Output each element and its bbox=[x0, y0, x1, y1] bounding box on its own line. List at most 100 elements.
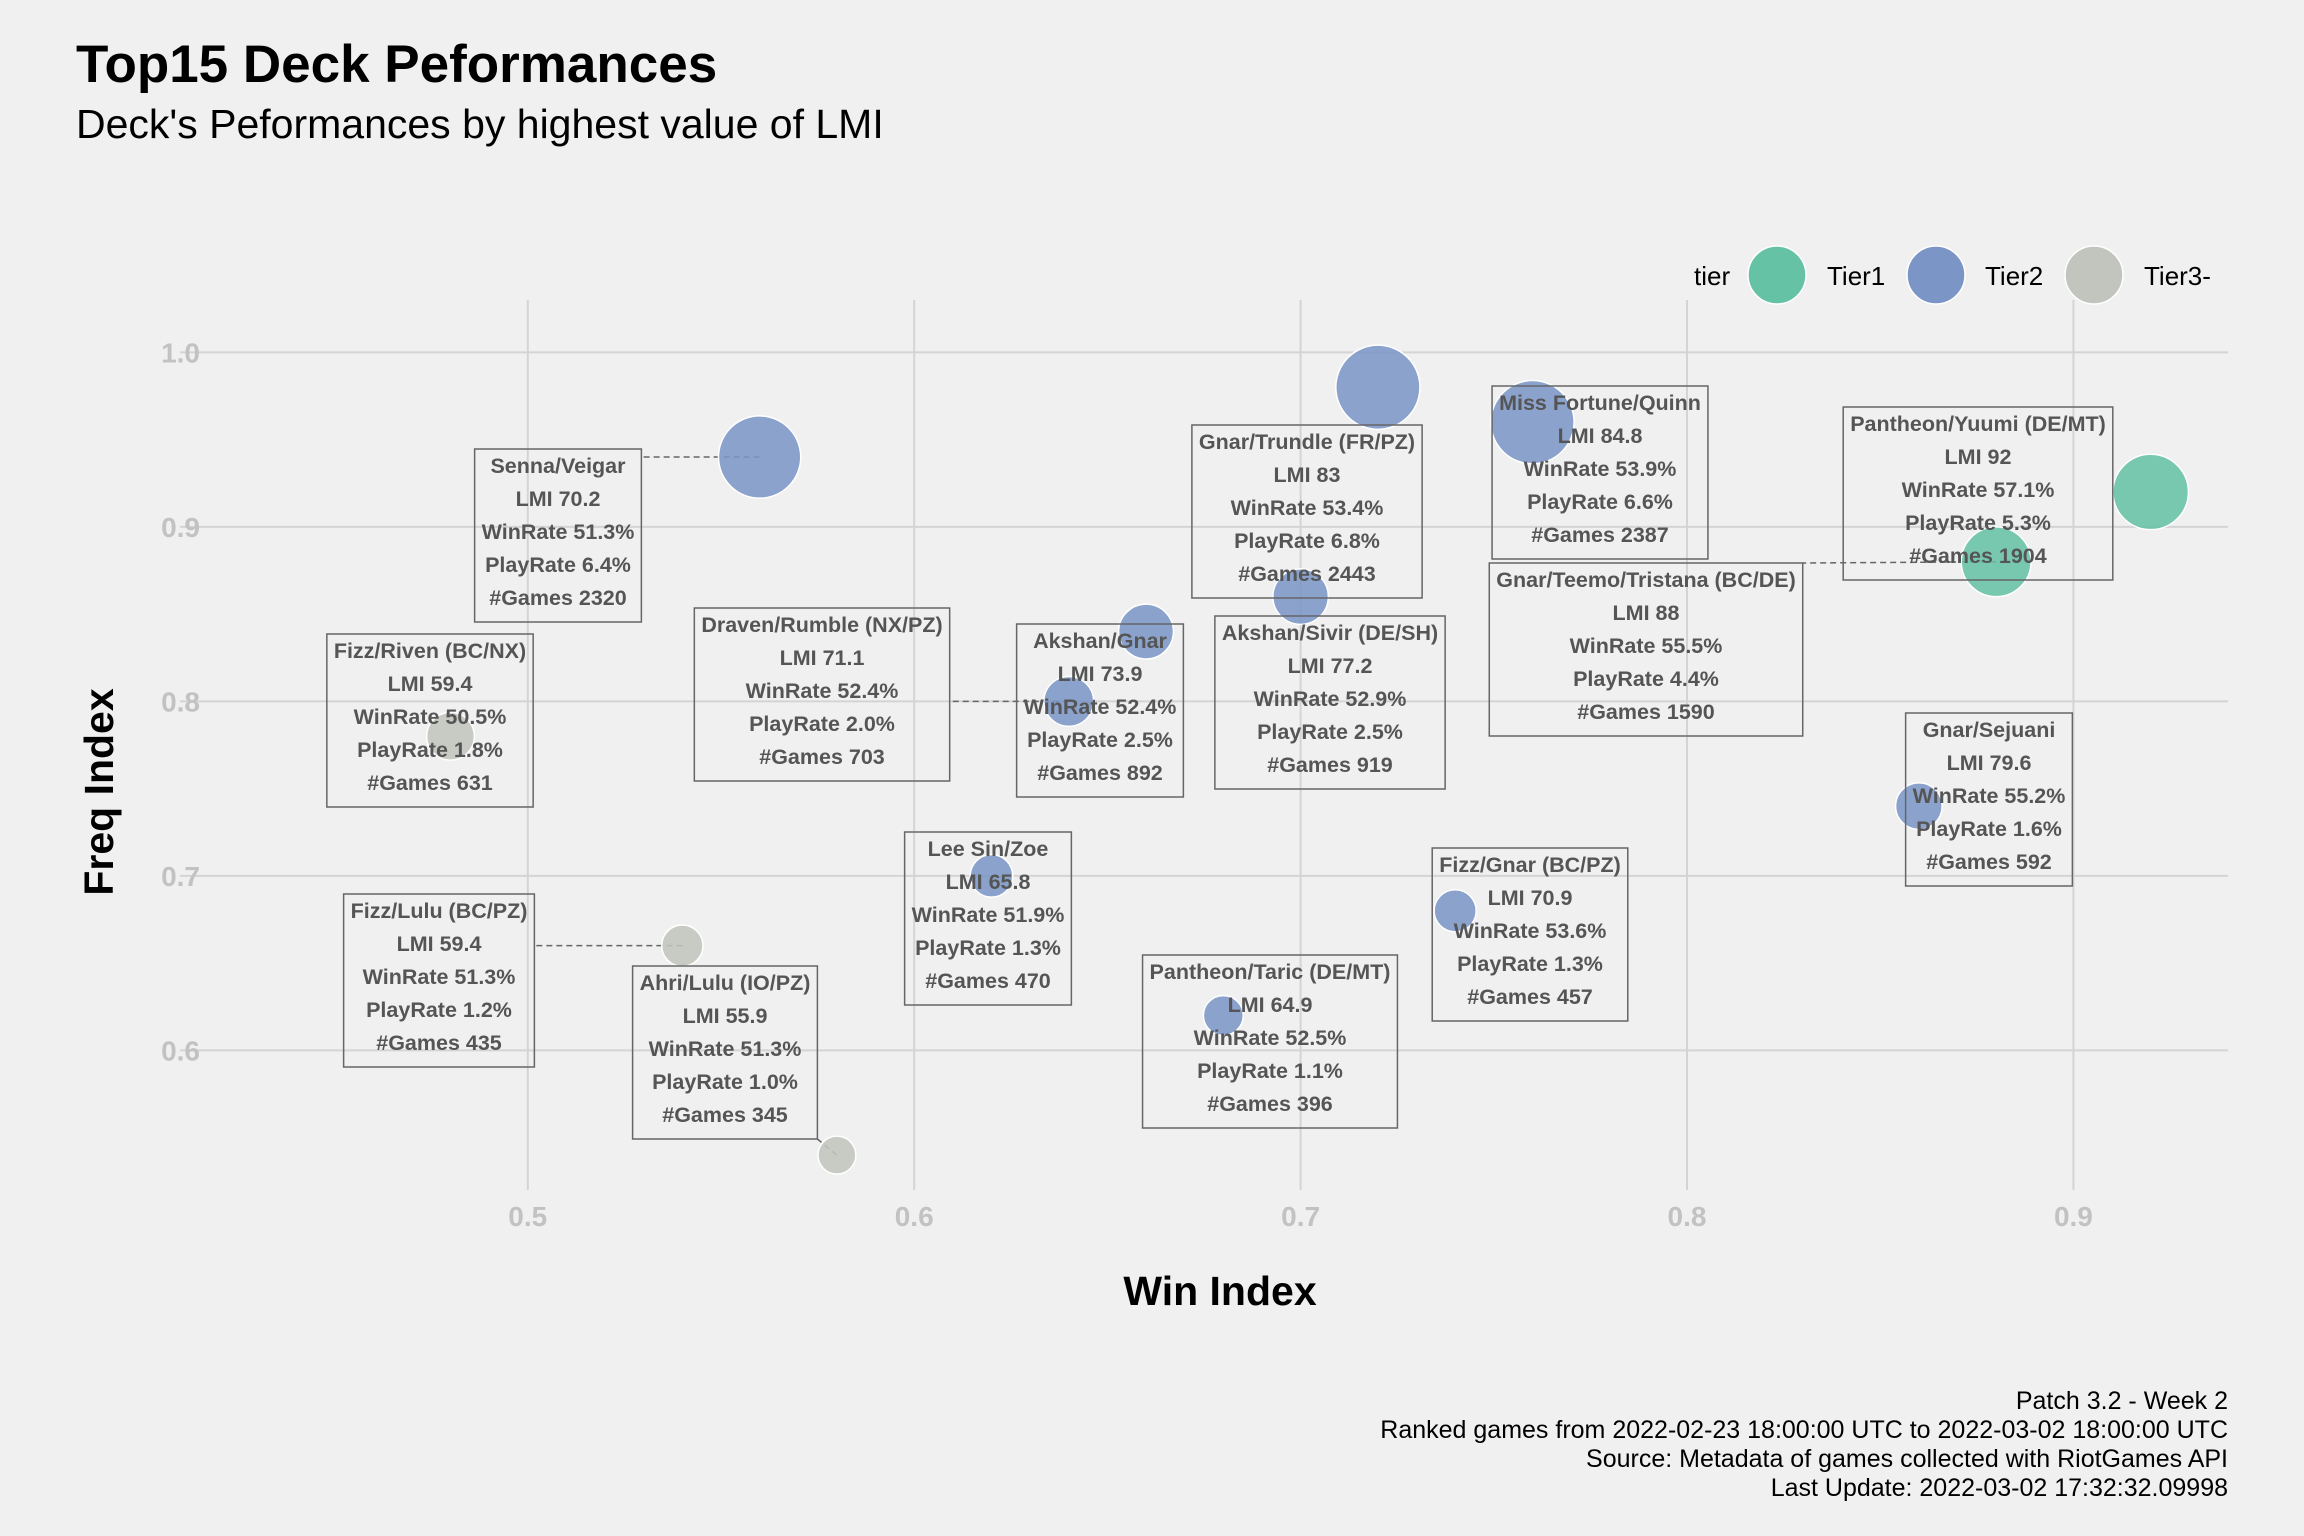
deck-stat: PlayRate 1.1% bbox=[1197, 1059, 1343, 1083]
deck-stat: PlayRate 1.8% bbox=[357, 738, 503, 762]
data-points bbox=[425, 344, 2190, 1175]
deck-stat: LMI 59.4 bbox=[397, 932, 482, 956]
deck-stat: LMI 64.9 bbox=[1228, 993, 1313, 1017]
deck-stat: WinRate 51.3% bbox=[482, 520, 635, 544]
deck-point bbox=[425, 711, 476, 761]
legend-label-tier2: Tier2 bbox=[1985, 261, 2043, 291]
deck-stat: WinRate 52.4% bbox=[746, 679, 899, 703]
deck-label: Gnar/Trundle (FR/PZ) LMI 83 WinRate 53.4% P… bbox=[1191, 424, 1423, 599]
deck-stat: LMI 88 bbox=[1613, 601, 1680, 625]
deck-point bbox=[1894, 782, 1943, 831]
deck-stat: LMI 59.4 bbox=[388, 672, 473, 696]
deck-stat: LMI 92 bbox=[1945, 445, 2012, 469]
legend-label-tier3: Tier3- bbox=[2144, 261, 2211, 291]
label-box bbox=[1842, 406, 2114, 581]
deck-stat: PlayRate 6.4% bbox=[485, 553, 631, 577]
deck-stat: LMI 71.1 bbox=[780, 646, 865, 670]
deck-point bbox=[1043, 675, 1095, 728]
deck-stat: PlayRate 2.5% bbox=[1257, 720, 1403, 744]
deck-stat: #Games 919 bbox=[1267, 753, 1393, 777]
deck-stat: WinRate 50.5% bbox=[354, 705, 507, 729]
deck-stat: #Games 1904 bbox=[1909, 544, 2047, 568]
deck-stat: PlayRate 1.2% bbox=[366, 998, 512, 1022]
label-box bbox=[903, 831, 1073, 1006]
chart-subtitle: Deck's Peformances by highest value of L… bbox=[76, 101, 884, 147]
caption: Patch 3.2 - Week 2 Ranked games from 202… bbox=[1380, 1387, 2228, 1502]
deck-stat: #Games 457 bbox=[1467, 985, 1593, 1009]
deck-label: Senna/Veigar LMI 70.2 WinRate 51.3% PlayRat… bbox=[473, 448, 643, 623]
deck-stat: WinRate 52.9% bbox=[1254, 687, 1407, 711]
deck-label: Fizz/Riven (BC/NX) LMI 59.4 WinRate 50.5% P… bbox=[326, 633, 534, 808]
grid-lines bbox=[180, 300, 2228, 1190]
legend-swatch-tier1 bbox=[1747, 245, 1807, 305]
deck-label: Akshan/Sivir (DE/SH) LMI 77.2 WinRate 52.9… bbox=[1214, 615, 1446, 790]
label-box bbox=[1491, 385, 1709, 560]
deck-stat: LMI 73.9 bbox=[1058, 662, 1143, 686]
label-box bbox=[1015, 623, 1185, 798]
deck-stat: #Games 396 bbox=[1207, 1092, 1333, 1116]
deck-point bbox=[2112, 453, 2190, 531]
deck-stat: #Games 892 bbox=[1037, 761, 1163, 785]
deck-stat: PlayRate 1.3% bbox=[915, 936, 1061, 960]
deck-stat: WinRate 53.9% bbox=[1524, 457, 1677, 481]
deck-stat: #Games 1590 bbox=[1577, 700, 1715, 724]
deck-name: Fizz/Riven (BC/NX) bbox=[334, 639, 526, 663]
deck-stat: LMI 79.6 bbox=[1947, 751, 2032, 775]
deck-stat: WinRate 51.3% bbox=[649, 1037, 802, 1061]
deck-stat: WinRate 55.5% bbox=[1570, 634, 1723, 658]
legend-swatch-tier2 bbox=[1906, 245, 1966, 305]
deck-point bbox=[717, 415, 802, 499]
deck-stat: WinRate 52.4% bbox=[1024, 695, 1177, 719]
deck-stat: #Games 345 bbox=[662, 1103, 788, 1127]
legend-title: tier bbox=[1694, 261, 1730, 291]
axis-ticks: 0.5 0.6 0.7 0.8 0.9 0.6 0.7 0.8 0.9 1.0 bbox=[161, 337, 2093, 1232]
deck-name: Fizz/Lulu (BC/PZ) bbox=[351, 899, 528, 923]
deck-stat: WinRate 55.2% bbox=[1913, 784, 2066, 808]
label-box bbox=[1904, 712, 2074, 887]
deck-label: Fizz/Lulu (BC/PZ) LMI 59.4 WinRate 51.3% Pl… bbox=[342, 893, 536, 1068]
deck-name: Ahri/Lulu (IO/PZ) bbox=[640, 971, 811, 995]
deck-stat: PlayRate 6.8% bbox=[1234, 529, 1380, 553]
x-tick-label: 0.9 bbox=[2054, 1201, 2093, 1232]
caption-line-4: Last Update: 2022-03-02 17:32:32.09998 bbox=[1771, 1474, 2228, 1502]
deck-label: Miss Fortune/Quinn LMI 84.8 WinRate 53.9% P… bbox=[1491, 385, 1709, 560]
deck-name: Senna/Veigar bbox=[490, 454, 626, 478]
deck-name: Gnar/Sejuani bbox=[1923, 718, 2056, 742]
label-box bbox=[1488, 562, 1804, 737]
x-tick-label: 0.7 bbox=[1281, 1201, 1320, 1232]
deck-point bbox=[969, 853, 1014, 898]
deck-name: Gnar/Trundle (FR/PZ) bbox=[1199, 430, 1415, 454]
deck-stat: LMI 70.2 bbox=[516, 487, 601, 511]
deck-label: Gnar/Sejuani LMI 79.6 WinRate 55.2% PlayRat… bbox=[1904, 712, 2074, 887]
deck-name: Lee Sin/Zoe bbox=[928, 837, 1049, 861]
deck-stat: PlayRate 4.4% bbox=[1573, 667, 1719, 691]
deck-stat: PlayRate 2.5% bbox=[1027, 728, 1173, 752]
deck-stat: LMI 83 bbox=[1274, 463, 1341, 487]
deck-point bbox=[660, 924, 704, 968]
x-tick-label: 0.6 bbox=[895, 1201, 934, 1232]
deck-label: Ahri/Lulu (IO/PZ) LMI 55.9 WinRate 51.3% Pl… bbox=[631, 965, 819, 1140]
deck-stat: #Games 2443 bbox=[1238, 562, 1376, 586]
deck-point bbox=[1490, 379, 1575, 465]
deck-label: Fizz/Gnar (BC/PZ) LMI 70.9 WinRate 53.6% Pl… bbox=[1431, 847, 1629, 1022]
deck-stat: LMI 65.8 bbox=[946, 870, 1031, 894]
deck-stat: PlayRate 1.0% bbox=[652, 1070, 798, 1094]
y-tick-label: 0.6 bbox=[161, 1035, 200, 1066]
label-box bbox=[1214, 615, 1446, 790]
deck-stat: WinRate 57.1% bbox=[1902, 478, 2055, 502]
y-axis-title: Freq Index bbox=[76, 688, 122, 896]
deck-stat: LMI 84.8 bbox=[1558, 424, 1643, 448]
x-tick-label: 0.8 bbox=[1668, 1201, 1707, 1232]
label-box bbox=[473, 448, 643, 623]
deck-stat: WinRate 53.6% bbox=[1454, 919, 1607, 943]
deck-name: Draven/Rumble (NX/PZ) bbox=[701, 613, 942, 637]
deck-stat: PlayRate 1.3% bbox=[1457, 952, 1603, 976]
point-labels: Pantheon/Yuumi (DE/MT) LMI 92 WinRate 57.1… bbox=[326, 385, 2114, 1140]
label-box bbox=[1141, 954, 1399, 1129]
deck-stat: WinRate 53.4% bbox=[1231, 496, 1384, 520]
legend-swatch-tier3 bbox=[2064, 245, 2124, 305]
deck-label: Draven/Rumble (NX/PZ) LMI 71.1 WinRate 52.… bbox=[693, 607, 951, 782]
y-tick-label: 0.9 bbox=[161, 512, 200, 543]
y-tick-label: 0.8 bbox=[161, 686, 200, 717]
